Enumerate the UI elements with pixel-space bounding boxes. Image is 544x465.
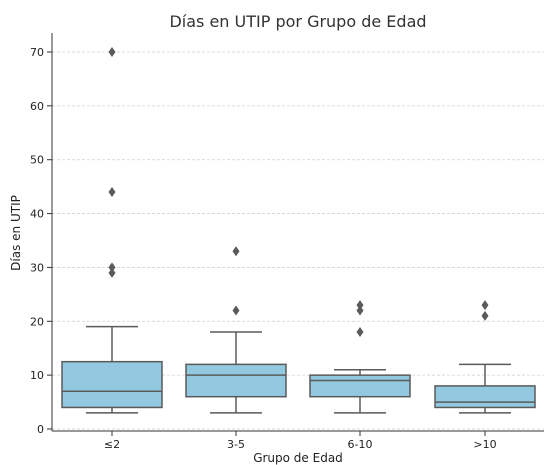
outlier-1-1 [232,246,240,257]
box-3 [434,385,536,409]
box-plots [61,47,536,414]
ytick-label-20: 20 [30,315,44,328]
ytick-label-0: 0 [37,423,44,436]
x-axis-label: Grupo de Edad [253,451,343,465]
outlier-3-0 [481,310,489,321]
ytick-label-30: 30 [30,261,44,274]
chart-title: Días en UTIP por Grupo de Edad [169,12,426,31]
ytick-label-60: 60 [30,100,44,113]
ytick-label-70: 70 [30,46,44,59]
outlier-0-2 [108,187,116,198]
xtick-label-3: >10 [473,438,496,451]
box-0 [61,360,163,409]
xtick-label-1: 3-5 [227,438,245,451]
outlier-2-1 [356,305,364,316]
xtick-label-0: ≤2 [104,438,120,451]
ytick-label-40: 40 [30,208,44,221]
outlier-2-2 [356,300,364,311]
outlier-3-1 [481,300,489,311]
box-group-1 [185,246,287,414]
box-1 [185,363,287,398]
ytick-label-50: 50 [30,154,44,167]
box-group-3 [434,300,536,414]
xtick-label-2: 6-10 [348,438,373,451]
outlier-2-0 [356,327,364,338]
axes [51,33,544,432]
outlier-0-1 [108,262,116,273]
box-group-0 [61,47,163,414]
ytick-label-10: 10 [30,369,44,382]
outlier-0-3 [108,47,116,57]
outlier-1-0 [232,305,240,316]
y-axis-label: Días en UTIP [9,195,23,271]
y-ticks: 0 10 20 30 40 50 60 70 [30,46,52,436]
box-2 [309,374,411,398]
box-group-2 [309,300,411,414]
x-ticks: ≤2 3-5 6-10 >10 [104,431,497,451]
outlier-0-0 [108,267,116,278]
